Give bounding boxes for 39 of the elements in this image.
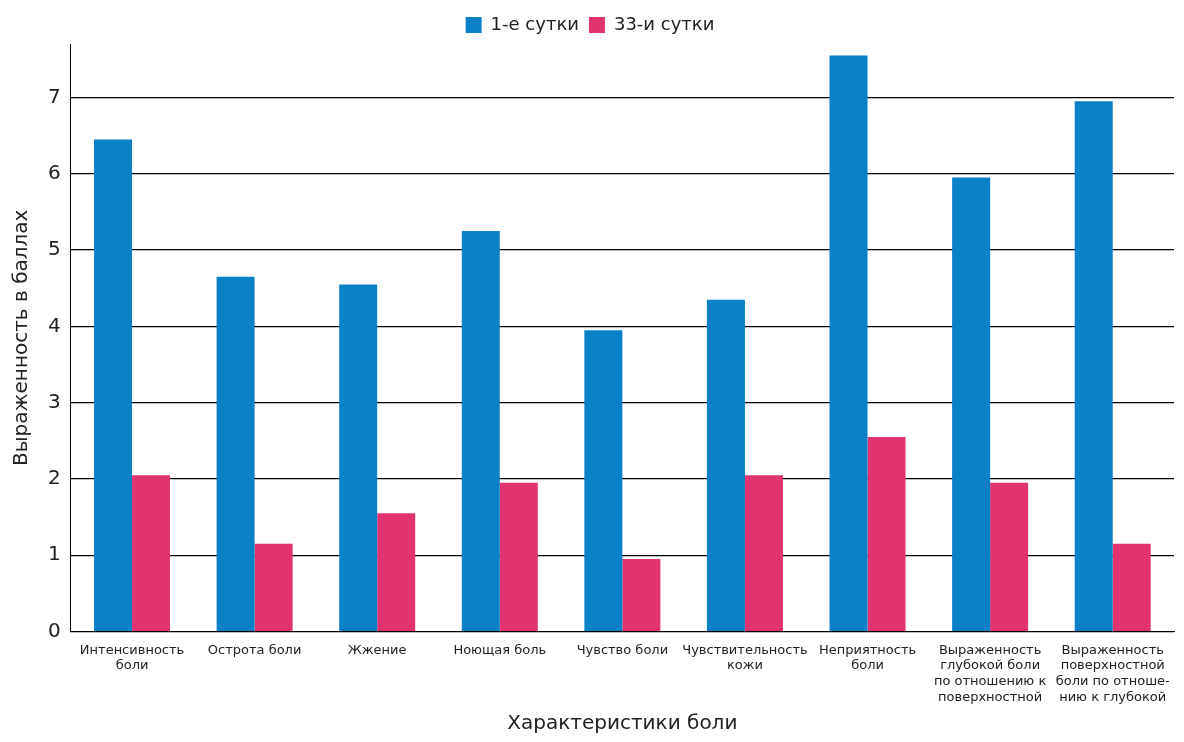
x-axis-title: Характеристики боли [507, 710, 738, 735]
bar [744, 475, 783, 631]
bar [339, 284, 378, 631]
x-tick-label: Выраженность глубокой боли по отношению к поверхностной [933, 641, 1047, 704]
bar [461, 230, 500, 631]
bar [254, 543, 293, 631]
bar [622, 559, 661, 631]
bar [990, 482, 1029, 631]
bar [867, 437, 906, 631]
bar [706, 299, 745, 631]
bar [584, 330, 623, 631]
y-tick-label: 4 [47, 312, 61, 337]
y-tick-label: 2 [47, 465, 61, 490]
bar [216, 276, 255, 631]
legend-label: 33-и сутки [613, 12, 715, 34]
y-tick-label: 6 [47, 159, 61, 184]
x-tick-label: Неприятность боли [818, 641, 917, 673]
bar [829, 55, 868, 631]
legend-label: 1-е сутки [490, 12, 579, 34]
x-tick-label: Интенсивность боли [79, 641, 185, 673]
bar [94, 139, 133, 631]
bar [499, 482, 538, 631]
x-tick-label: Ноющая боль [453, 641, 547, 657]
y-axis-title: Выраженность в баллах [8, 209, 33, 466]
bar [1074, 101, 1113, 631]
x-tick-label: Острота боли [207, 641, 302, 657]
y-tick-label: 0 [47, 617, 61, 642]
x-tick-label: Чувство боли [576, 641, 669, 657]
x-tick-label: Жжение [347, 641, 407, 657]
bar [1112, 543, 1151, 631]
y-tick-label: 5 [47, 236, 61, 261]
y-tick-label: 3 [47, 388, 61, 413]
y-tick-label: 1 [47, 541, 61, 566]
bar [377, 513, 416, 631]
bar [952, 177, 991, 631]
x-tick-label: Выраженность поверхностной боли по отноше- нию к глубокой [1055, 641, 1171, 704]
x-tick-label: Чувствительность кожи [682, 641, 808, 673]
y-tick-label: 7 [47, 83, 61, 108]
bar [132, 475, 171, 631]
